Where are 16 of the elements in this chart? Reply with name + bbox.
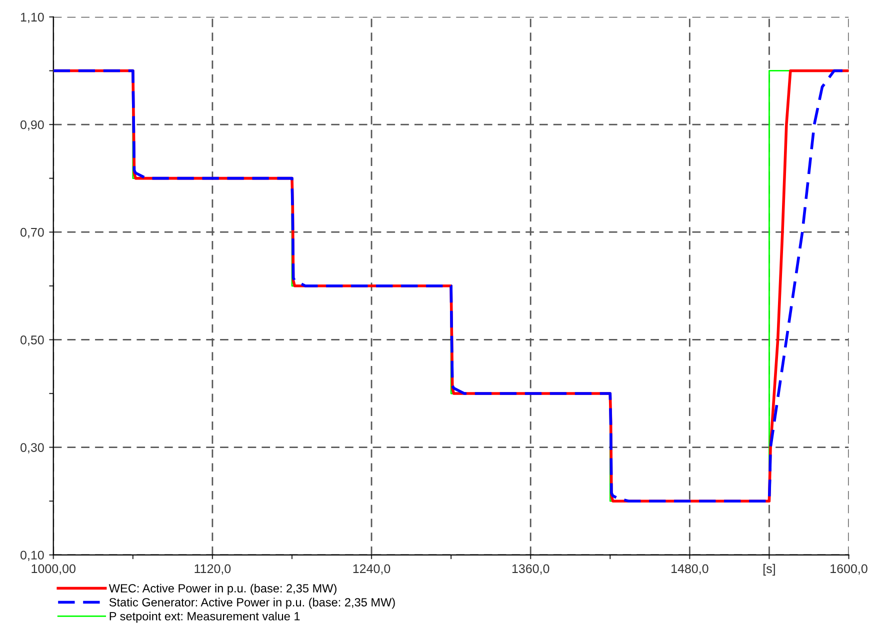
x-tick-label: 1000,00 bbox=[32, 564, 76, 575]
x-tick-label: [s] bbox=[764, 564, 775, 576]
y-tick-label: 1,10 bbox=[20, 12, 44, 24]
x-tick-label: 1360,0 bbox=[512, 564, 550, 575]
x-tick-label: 1240,0 bbox=[353, 564, 390, 575]
x-tick-label: 1480,0 bbox=[672, 564, 708, 575]
legend-label: Static Generator: Active Power in p.u. (base: 2,35 MW) bbox=[109, 598, 395, 609]
y-tick-label: 0,50 bbox=[20, 336, 44, 346]
y-tick-label: 0,90 bbox=[20, 120, 44, 131]
y-tick-label: 0,10 bbox=[20, 550, 44, 562]
legend-label: P setpoint ext: Measurement value 1 bbox=[110, 612, 300, 623]
x-tick-label: 1120,0 bbox=[194, 564, 231, 575]
x-tick-label: 1600,0 bbox=[830, 564, 868, 575]
y-tick-label: 0,30 bbox=[20, 443, 44, 454]
legend-label: WEC: Active Power in p.u. (base: 2,35 MW) bbox=[108, 584, 336, 595]
y-tick-label: 0,70 bbox=[20, 228, 44, 238]
